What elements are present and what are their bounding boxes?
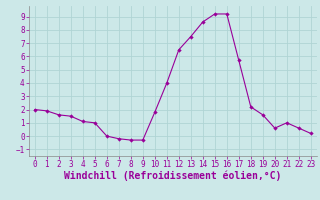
X-axis label: Windchill (Refroidissement éolien,°C): Windchill (Refroidissement éolien,°C): [64, 171, 282, 181]
